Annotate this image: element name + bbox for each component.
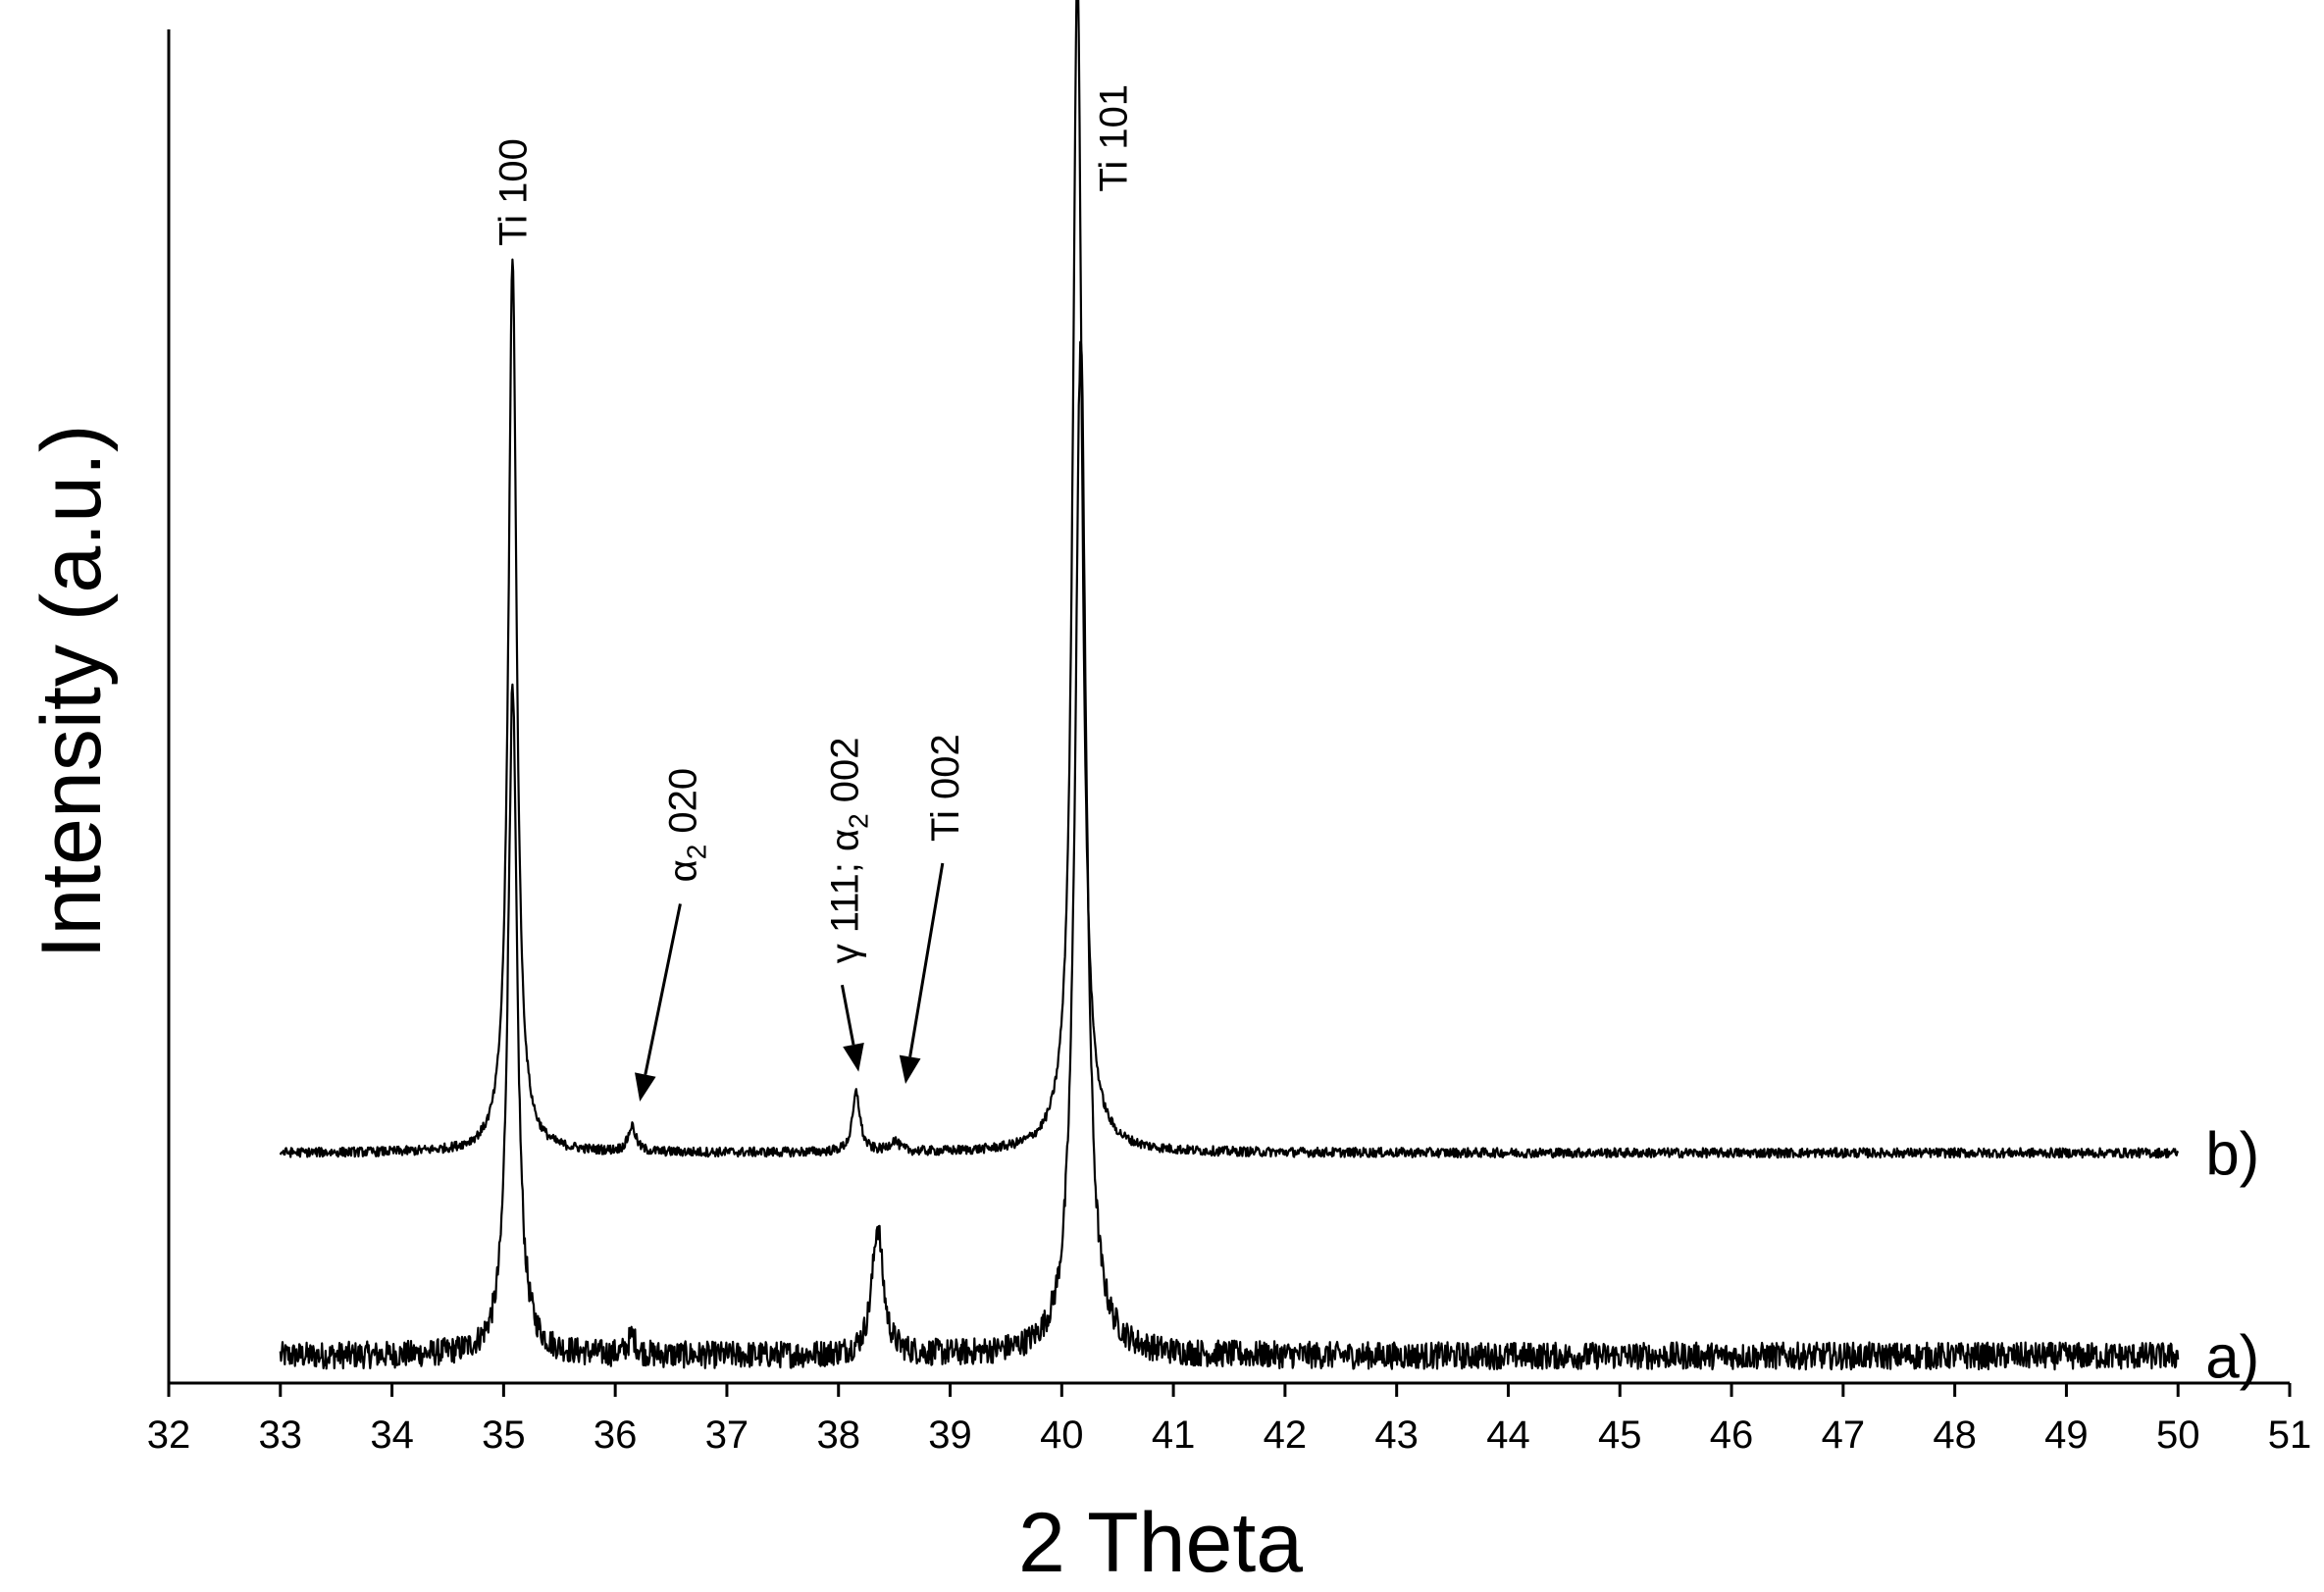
series-labels: a) b) — [2205, 1120, 2259, 1391]
arrowhead-icon — [635, 1072, 656, 1102]
annotation-rest: 002 — [823, 737, 866, 813]
x-tick-label: 44 — [1486, 1413, 1530, 1457]
x-tick-label: 39 — [928, 1413, 972, 1457]
peak-annotation: Ti 002 — [924, 734, 967, 842]
series-group — [279, 0, 2180, 1371]
series-line-b — [279, 0, 2180, 1159]
x-tick-label: 45 — [1598, 1413, 1642, 1457]
x-tick-label: 33 — [259, 1413, 303, 1457]
x-tick-label: 41 — [1152, 1413, 1196, 1457]
x-tick-label: 43 — [1374, 1413, 1419, 1457]
arrowhead-icon — [843, 1043, 864, 1072]
annotation-subscript: 2 — [843, 813, 873, 829]
x-tick-label: 46 — [1710, 1413, 1754, 1457]
x-tick-label: 42 — [1264, 1413, 1308, 1457]
y-axis-title: Intensity (a.u.) — [25, 425, 119, 959]
annotation-arrow — [644, 903, 682, 1075]
annotation-main: γ 111; α — [823, 829, 866, 963]
x-tick-label: 38 — [816, 1413, 860, 1457]
series-line-a — [279, 340, 2180, 1371]
annotation-subscript: 2 — [681, 845, 711, 860]
x-ticks: 32 33 34 35 36 37 38 39 40 41 42 43 44 45 46 47 48 49 50 51 — [147, 1383, 2312, 1457]
x-tick-label: 48 — [1933, 1413, 1977, 1457]
x-tick-label: 37 — [705, 1413, 749, 1457]
annotation-arrow — [908, 862, 945, 1057]
x-tick-label: 36 — [594, 1413, 638, 1457]
series-label-a: a) — [2205, 1323, 2259, 1391]
x-tick-label: 35 — [482, 1413, 526, 1457]
x-tick-label: 47 — [1822, 1413, 1866, 1457]
x-tick-label: 50 — [2156, 1413, 2200, 1457]
x-axis-title: 2 Theta — [1018, 1496, 1303, 1590]
annotation-rest: 020 — [661, 768, 704, 845]
x-tick-label: 32 — [147, 1413, 191, 1457]
series-label-b: b) — [2205, 1120, 2259, 1188]
peak-annotation: Ti 101 — [1093, 84, 1136, 192]
x-tick-label: 49 — [2044, 1413, 2089, 1457]
annotation-arrow — [840, 984, 855, 1046]
x-tick-label: 34 — [370, 1413, 414, 1457]
peak-annotation: γ 111; α2 002 — [823, 737, 873, 963]
annotation-main: α — [661, 859, 704, 882]
peak-annotation: α2 020 — [661, 768, 711, 883]
x-tick-label: 40 — [1040, 1413, 1084, 1457]
peak-annotation: Ti 100 — [492, 138, 536, 246]
x-tick-label: 51 — [2268, 1413, 2312, 1457]
axes — [167, 29, 2290, 1385]
arrowhead-icon — [899, 1054, 921, 1085]
